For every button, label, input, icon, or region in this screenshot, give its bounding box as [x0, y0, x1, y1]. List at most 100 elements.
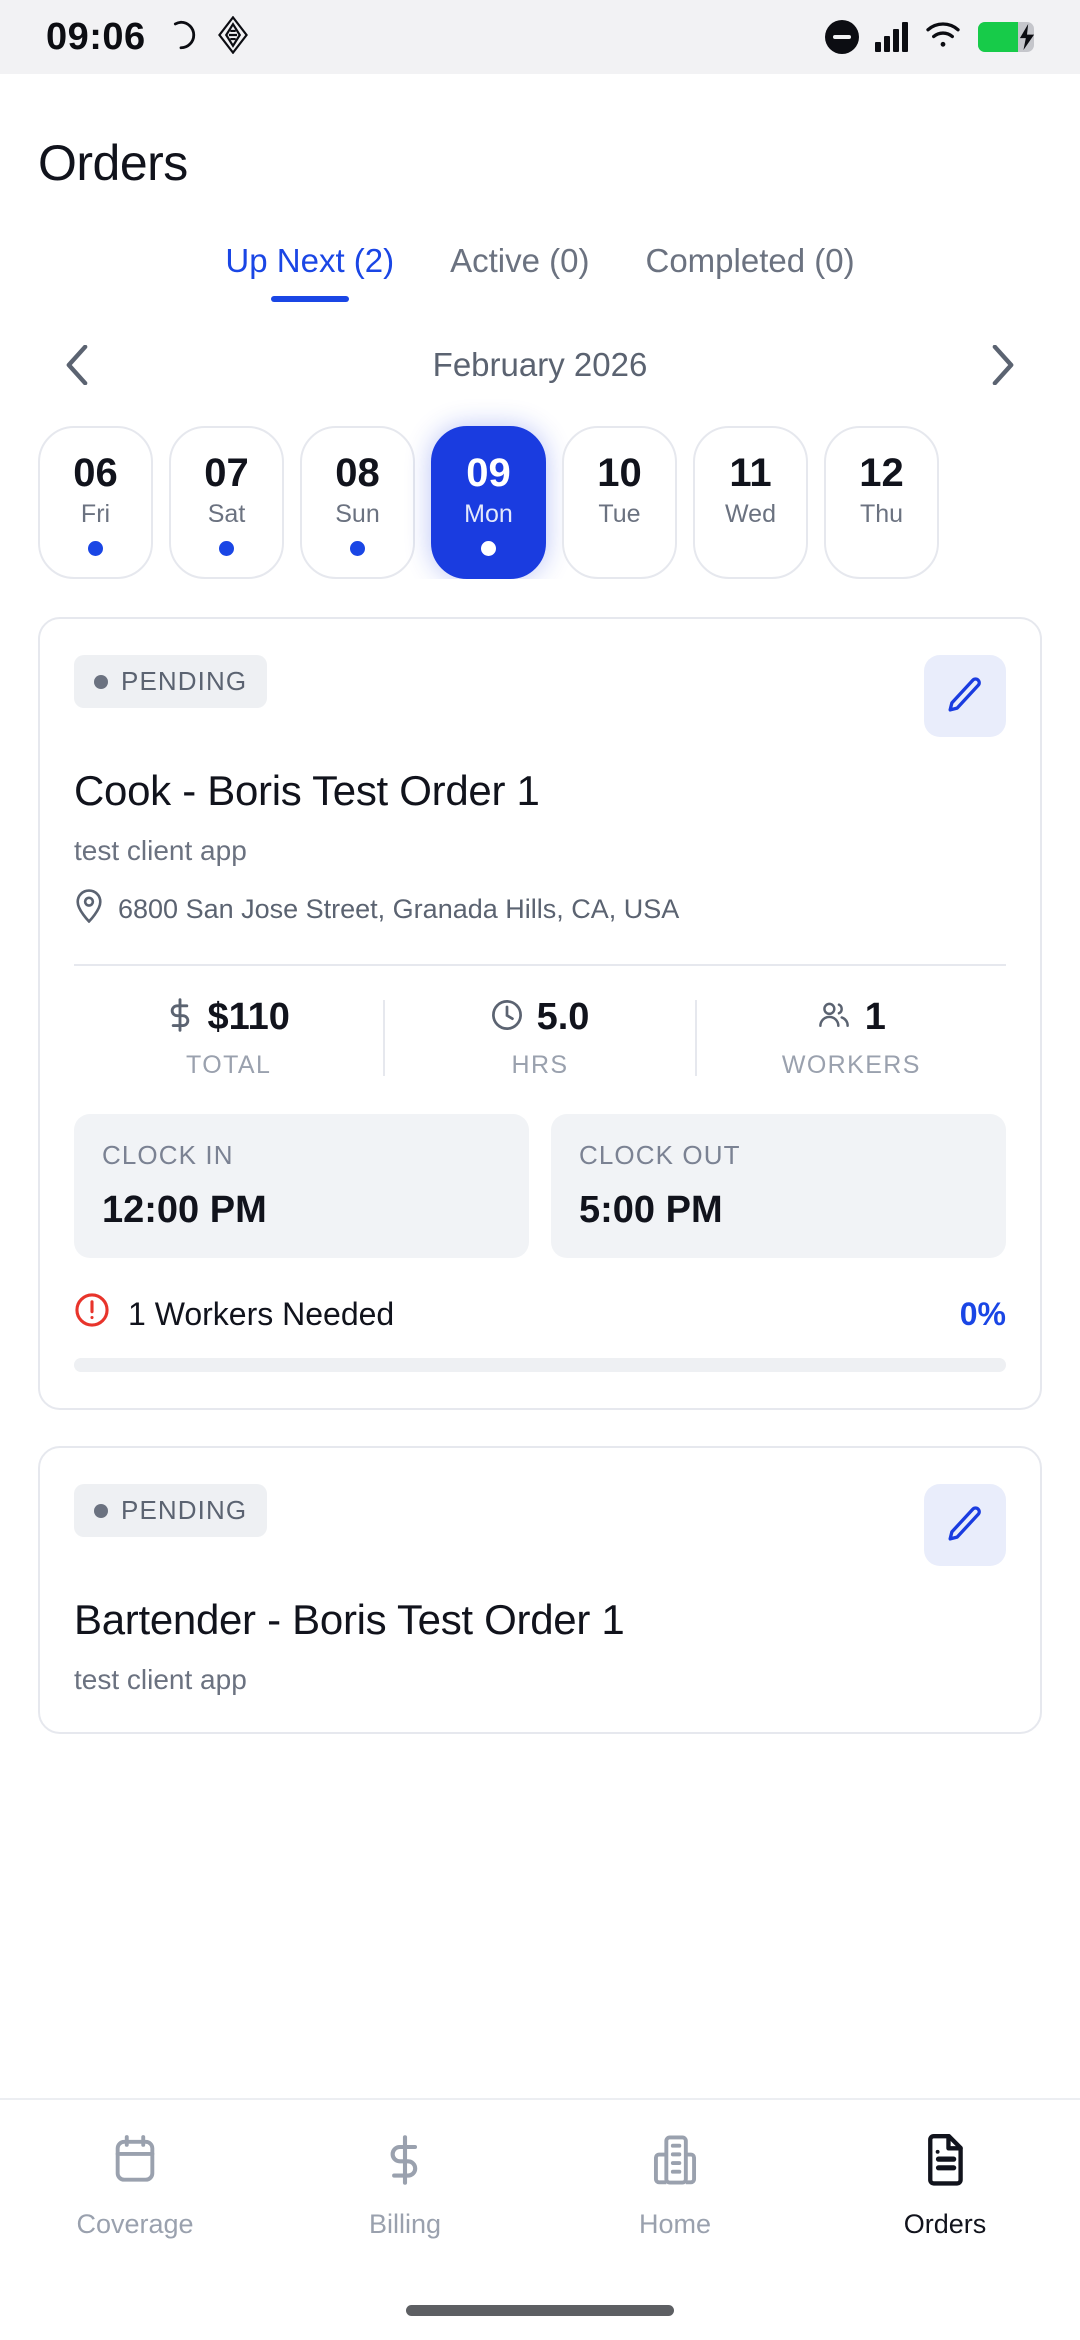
order-address: 6800 San Jose Street, Granada Hills, CA,…: [118, 894, 680, 924]
order-client: test client app: [74, 835, 247, 866]
fill-percent-label: 0%: [959, 1295, 1006, 1332]
spinner-icon: [164, 18, 198, 57]
clock-in-label: CLOCK IN: [102, 1140, 234, 1170]
status-badge-label: PENDING: [121, 1495, 248, 1525]
date-event-dot: [88, 541, 103, 556]
chevron-left-icon[interactable]: [60, 345, 94, 385]
date-number: 12: [859, 451, 904, 495]
order-card[interactable]: PENDING Bartender - Boris Test Order 1 t…: [38, 1446, 1042, 1734]
page-title: Orders: [38, 135, 188, 191]
status-bar-right: [825, 20, 1034, 55]
nav-label-coverage: Coverage: [76, 2209, 194, 2239]
order-client: test client app: [74, 1664, 247, 1695]
order-stats: $110 TOTAL 5.0 HRS: [74, 996, 1006, 1080]
workers-needed-row: 1 Workers Needed 0%: [74, 1292, 1006, 1336]
date-dow: Sat: [207, 500, 246, 528]
date-number: 10: [597, 451, 642, 495]
bottom-navigation: Coverage Billing: [0, 2098, 1080, 2340]
date-chip-07[interactable]: 07 Sat: [169, 426, 284, 579]
card-divider: [74, 964, 1006, 966]
stat-separator: [383, 1000, 386, 1076]
date-event-dot: [350, 541, 365, 556]
edit-order-button[interactable]: [924, 655, 1006, 737]
order-card-header: PENDING: [74, 655, 1006, 737]
clock-in-value: 12:00 PM: [102, 1189, 267, 1231]
date-chip-11[interactable]: 11 Wed: [693, 426, 808, 579]
status-dot-icon: [94, 1503, 108, 1518]
fill-progress-bar: [74, 1358, 1006, 1372]
clock-times: CLOCK IN 12:00 PM CLOCK OUT 5:00 PM: [74, 1114, 1006, 1258]
stat-total-label: TOTAL: [186, 1051, 272, 1079]
date-dow: Fri: [80, 500, 111, 528]
document-icon: [922, 2134, 968, 2191]
edit-order-button[interactable]: [924, 1484, 1006, 1566]
pencil-icon: [944, 674, 986, 719]
month-navigator: February 2026: [0, 302, 1080, 385]
date-dow: Mon: [464, 500, 513, 528]
stat-total-value: $110: [207, 996, 290, 1038]
date-number: 06: [73, 451, 118, 495]
date-number: 07: [204, 451, 249, 495]
status-time: 09:06: [46, 15, 146, 58]
order-card[interactable]: PENDING Cook - Boris Test Order 1 test c…: [38, 617, 1042, 1410]
stat-workers: 1 WORKERS: [697, 996, 1006, 1080]
nav-item-billing[interactable]: Billing: [270, 2134, 540, 2305]
users-icon: [817, 1000, 851, 1035]
date-strip[interactable]: 06 Fri 07 Sat 08 Sun 09 Mon 10 Tue 11 We…: [0, 384, 1080, 579]
dollar-icon: [383, 2134, 427, 2191]
date-chip-09[interactable]: 09 Mon: [431, 426, 546, 579]
date-event-dot: [219, 541, 234, 556]
date-chip-08[interactable]: 08 Sun: [300, 426, 415, 579]
battery-charging-icon: [978, 22, 1034, 52]
status-bar: 09:06: [0, 0, 1080, 74]
nav-item-orders[interactable]: Orders: [810, 2134, 1080, 2305]
clock-out-label: CLOCK OUT: [579, 1140, 741, 1170]
order-card-header: PENDING: [74, 1484, 1006, 1566]
alert-circle-icon: [74, 1292, 110, 1336]
tab-completed[interactable]: Completed (0): [645, 242, 855, 279]
order-list: PENDING Cook - Boris Test Order 1 test c…: [0, 579, 1080, 1734]
date-number: 08: [335, 451, 380, 495]
stat-hours: 5.0 HRS: [385, 996, 694, 1080]
pencil-icon: [944, 1503, 986, 1548]
status-badge: PENDING: [74, 1484, 268, 1537]
date-chip-12[interactable]: 12 Thu: [824, 426, 939, 579]
signal-icon: [875, 22, 908, 52]
status-badge-label: PENDING: [121, 666, 248, 696]
order-address-row: 6800 San Jose Street, Granada Hills, CA,…: [74, 889, 1006, 930]
date-dow: Tue: [598, 500, 641, 528]
nav-item-coverage[interactable]: Coverage: [0, 2134, 270, 2305]
date-event-dot: [481, 541, 496, 556]
chevron-right-icon[interactable]: [986, 345, 1020, 385]
stat-separator: [694, 1000, 697, 1076]
date-dow: Thu: [859, 500, 904, 528]
calendar-icon: [111, 2134, 159, 2191]
nav-label-orders: Orders: [903, 2209, 987, 2239]
nav-item-home[interactable]: Home: [540, 2134, 810, 2305]
status-bar-left: 09:06: [46, 15, 250, 59]
date-dow: Sun: [335, 500, 380, 528]
clock-out-value: 5:00 PM: [579, 1189, 723, 1231]
home-indicator: [406, 2305, 674, 2316]
clock-in-box[interactable]: CLOCK IN 12:00 PM: [74, 1114, 529, 1258]
tab-active[interactable]: Active (0): [450, 242, 590, 279]
status-badge: PENDING: [74, 655, 268, 708]
workers-needed-text: 1 Workers Needed: [128, 1295, 395, 1332]
date-chip-10[interactable]: 10 Tue: [562, 426, 677, 579]
building-icon: [651, 2134, 699, 2191]
wifi-icon: [924, 20, 962, 55]
order-title: Cook - Boris Test Order 1: [74, 767, 540, 814]
stat-hours-value: 5.0: [536, 996, 590, 1038]
month-label: February 2026: [432, 346, 648, 383]
stat-total: $110 TOTAL: [74, 996, 383, 1080]
date-dow: Wed: [725, 500, 776, 528]
dollar-icon: [167, 998, 193, 1037]
tab-bar: Up Next (2) Active (0) Completed (0): [0, 236, 1080, 302]
clock-icon: [491, 999, 523, 1036]
order-title: Bartender - Boris Test Order 1: [74, 1596, 625, 1643]
clock-out-box[interactable]: CLOCK OUT 5:00 PM: [551, 1114, 1006, 1258]
date-chip-06[interactable]: 06 Fri: [38, 426, 153, 579]
do-not-disturb-icon: [825, 20, 859, 54]
diamond-app-icon: [216, 15, 250, 59]
tab-up-next[interactable]: Up Next (2): [197, 236, 422, 302]
